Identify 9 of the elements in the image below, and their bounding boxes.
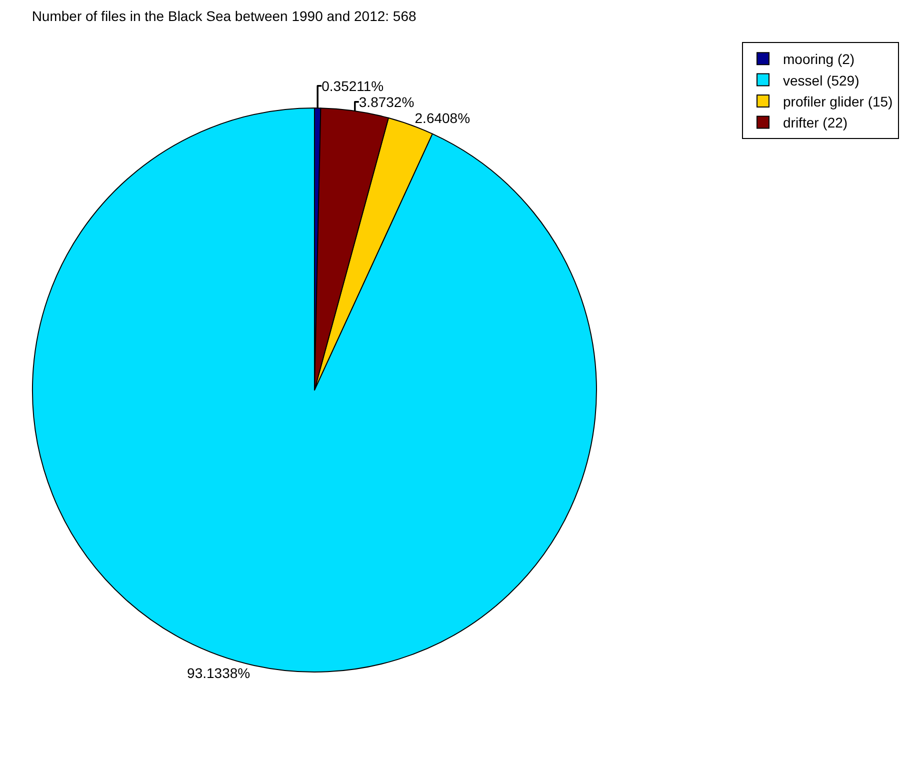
data-label: 2.6408% <box>414 110 470 126</box>
legend-label: profiler glider (15) <box>783 93 893 110</box>
data-label: 0.35211% <box>322 78 384 94</box>
legend-label: vessel (529) <box>783 72 860 88</box>
legend-label: mooring (2) <box>783 51 855 68</box>
chart-title: Number of files in the Black Sea between 1990 and 2012: 568 <box>32 8 417 24</box>
data-label: 3.8732% <box>358 94 414 110</box>
legend-label: drifter (22) <box>783 114 848 131</box>
data-label: 93.1338% <box>187 665 250 682</box>
